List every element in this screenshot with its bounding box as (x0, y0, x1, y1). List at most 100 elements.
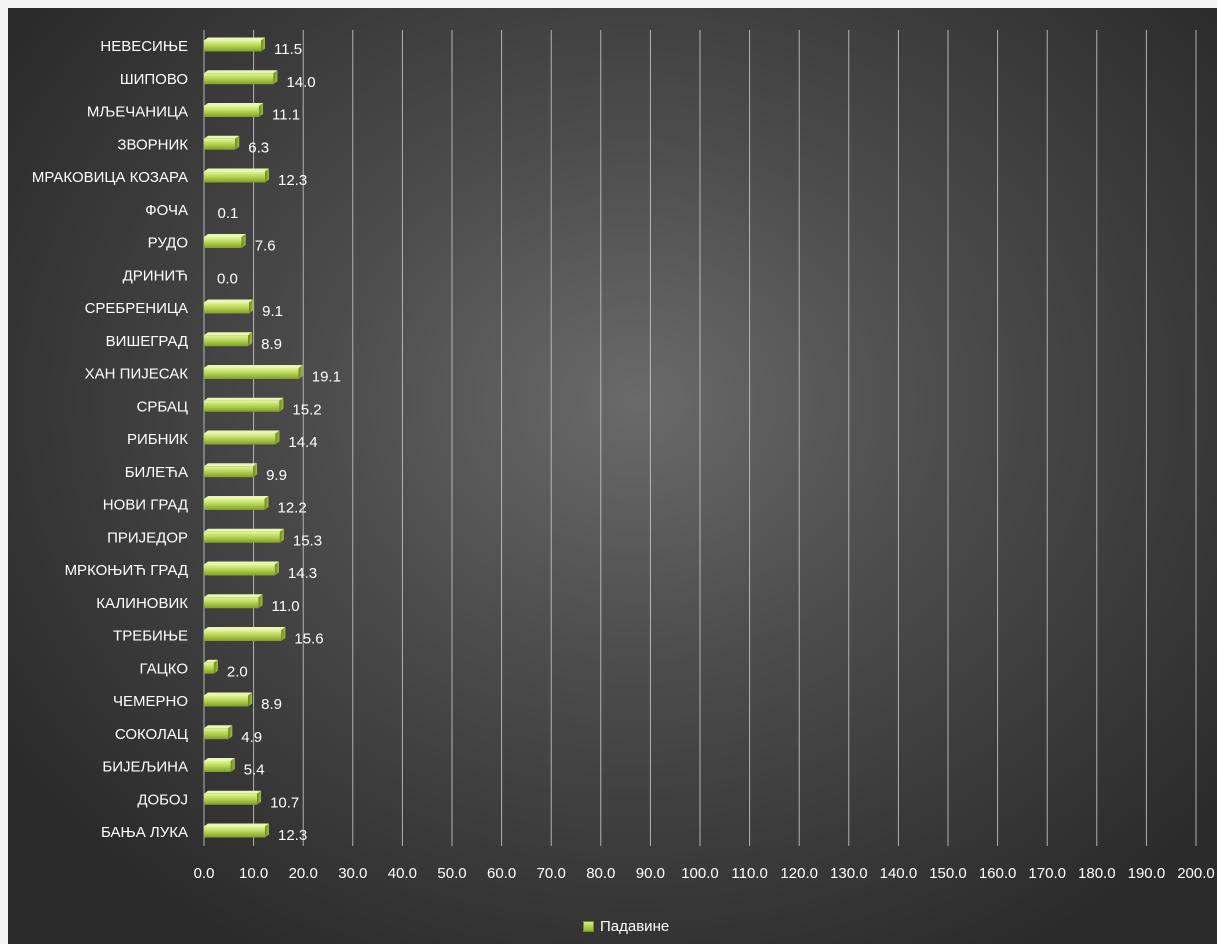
bar-top (204, 528, 284, 532)
bar-end (249, 299, 254, 314)
bar-front (204, 335, 249, 347)
bar (204, 528, 284, 543)
bar-front (204, 73, 274, 85)
x-tick-label: 30.0 (338, 865, 367, 882)
category-label: МРАКОВИЦА КОЗАРА (32, 169, 188, 186)
x-tick-label: 200.0 (1177, 865, 1215, 882)
category-label: БИЈЕЉИНА (102, 759, 188, 776)
category-label: НЕВЕСИЊЕ (100, 38, 188, 55)
bar-top (204, 725, 233, 729)
value-label: 0.1 (217, 205, 238, 222)
x-tick-label: 190.0 (1128, 865, 1166, 882)
bar-front (204, 531, 280, 543)
category-label: ДОБОЈ (137, 791, 188, 808)
bar-top (204, 463, 258, 467)
bar (204, 496, 269, 510)
bar (204, 397, 284, 412)
category-label: СРБАЦ (137, 398, 188, 415)
value-label: 15.3 (293, 532, 322, 549)
bar-top (204, 561, 279, 565)
legend-swatch (583, 920, 594, 932)
bar-top (204, 397, 284, 401)
chart-area: НЕВЕСИЊЕ 11.5 ШИПОВО 14.0 МЉЕЧАНИЦА 11.1 ЗВОРН… (8, 8, 1217, 944)
bar-end (265, 168, 270, 183)
x-tick-label: 0.0 (194, 865, 215, 882)
value-label: 12.3 (278, 172, 307, 189)
value-label: 5.4 (244, 762, 265, 779)
x-tick-label: 10.0 (239, 865, 268, 882)
bar-top (204, 37, 266, 41)
bar (204, 659, 218, 674)
bar-top (204, 70, 278, 74)
value-label: 19.1 (312, 369, 341, 386)
value-label: 10.7 (270, 794, 299, 811)
bar (204, 70, 278, 85)
bar (204, 725, 233, 740)
bar-top (204, 299, 254, 303)
value-label: 14.4 (288, 434, 317, 451)
bar-front (204, 433, 276, 445)
bar-end (213, 659, 218, 674)
bar-end (228, 725, 233, 740)
bar (204, 594, 263, 609)
bar-end (281, 627, 286, 641)
value-label: 9.1 (262, 303, 283, 320)
bar-top (204, 103, 264, 106)
bar-end (264, 496, 269, 510)
category-label: ВИШЕГРАД (106, 333, 188, 350)
bar-top (204, 365, 303, 368)
value-label: 12.2 (278, 500, 307, 517)
x-tick-label: 180.0 (1078, 865, 1116, 882)
bar (204, 135, 240, 150)
x-tick-label: 80.0 (586, 865, 615, 882)
bar-top (204, 496, 269, 499)
x-tick-label: 50.0 (437, 865, 466, 882)
bar-top (204, 659, 218, 663)
value-label: 11.5 (274, 41, 302, 58)
bar-top (204, 430, 280, 434)
bar (204, 168, 270, 183)
value-label: 11.0 (272, 598, 300, 615)
x-tick-label: 170.0 (1028, 865, 1066, 882)
bar (204, 758, 235, 772)
x-tick-label: 20.0 (289, 865, 318, 882)
category-label: МРКОЊИЋ ГРАД (65, 562, 188, 579)
bar-end (261, 37, 266, 52)
value-label: 9.9 (266, 467, 287, 484)
value-label: 8.9 (261, 696, 282, 713)
bar (204, 790, 262, 805)
bar-chart: НЕВЕСИЊЕ 11.5 ШИПОВО 14.0 МЉЕЧАНИЦА 11.1 ЗВОРН… (32, 30, 1215, 882)
bar-front (204, 761, 231, 772)
category-label: ЗВОРНИК (117, 136, 188, 153)
bar (204, 299, 254, 314)
bar-front (204, 237, 242, 248)
bar-top (204, 790, 262, 794)
bar-top (204, 332, 253, 336)
bar-front (204, 793, 258, 805)
value-label: 15.6 (294, 631, 323, 648)
value-label: 8.9 (261, 336, 282, 353)
category-label: ХАН ПИЈЕСАК (85, 366, 189, 383)
bar-top (204, 594, 263, 598)
value-label: 12.3 (278, 827, 307, 844)
bar-top (204, 823, 270, 827)
category-label: ЧЕМЕРНО (113, 693, 188, 710)
legend-label: Падавине (600, 917, 670, 935)
legend: Падавине (583, 916, 669, 936)
bar-front (204, 499, 265, 510)
bar (204, 627, 286, 641)
value-label: 0.0 (217, 270, 238, 287)
value-label: 6.3 (248, 139, 269, 156)
bar-front (204, 728, 229, 740)
category-label: ФОЧА (145, 202, 188, 219)
x-tick-label: 40.0 (388, 865, 417, 882)
bar (204, 365, 303, 379)
category-label: РУДО (148, 235, 188, 252)
category-label: ШИПОВО (120, 71, 188, 88)
bar-end (241, 234, 246, 248)
bar-front (204, 138, 236, 150)
bar-end (258, 594, 263, 609)
bar-top (204, 627, 286, 630)
bar-front (204, 368, 299, 379)
x-tick-label: 140.0 (880, 865, 918, 882)
